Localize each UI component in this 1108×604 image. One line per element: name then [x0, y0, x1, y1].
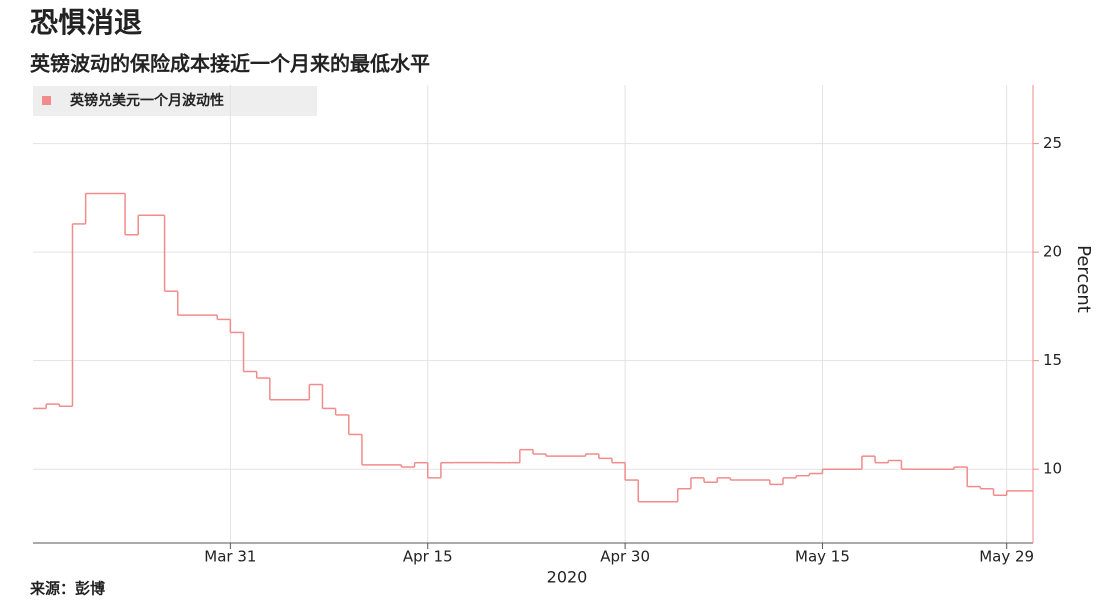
x-tick-label: Apr 30 [600, 548, 650, 566]
y-tick-label: 15 [1043, 351, 1062, 369]
source: 来源：彭博 [29, 580, 105, 598]
chart-subtitle: 英镑波动的保险成本接近一个月来的最低水平 [30, 52, 430, 76]
x-tick-label: May 29 [979, 548, 1034, 566]
x-tick-label: Apr 15 [403, 548, 453, 566]
y-axis-label: Percent [1073, 245, 1094, 313]
legend-swatch [42, 96, 51, 105]
chart-title: 恐惧消退 [30, 6, 142, 39]
legend-box [33, 86, 317, 116]
y-tick-label: 25 [1043, 134, 1062, 152]
y-tick-label: 10 [1043, 460, 1062, 478]
legend-label: 英镑兑美元一个月波动性 [69, 92, 224, 109]
x-axis-label: 2020 [547, 568, 588, 587]
x-tick-label: Mar 31 [204, 548, 256, 566]
x-tick-label: May 15 [795, 548, 850, 566]
y-tick-label: 20 [1043, 243, 1062, 261]
